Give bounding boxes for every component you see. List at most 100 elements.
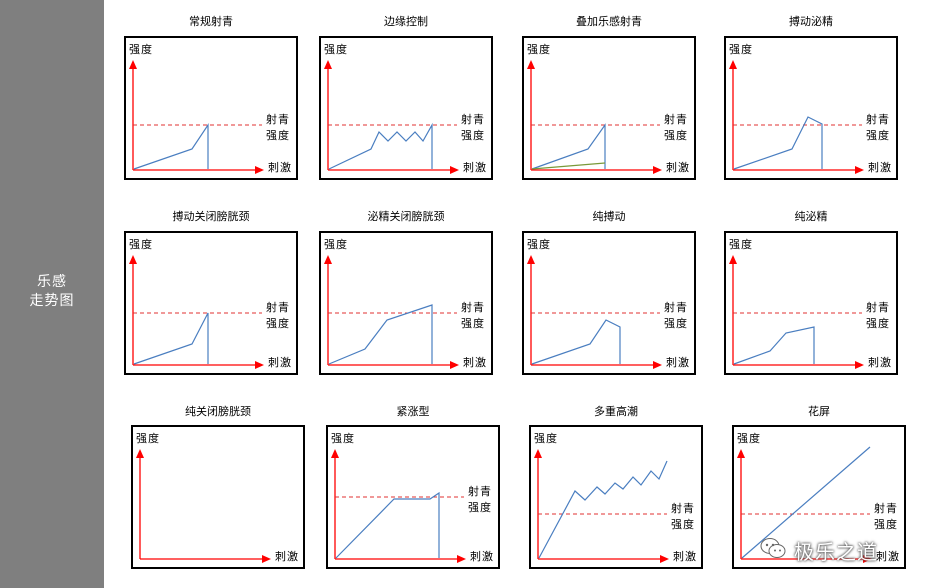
threshold-label-line2: 强度: [671, 518, 695, 531]
y-axis-label: 强度: [129, 238, 153, 251]
panel-title-2: 边缘控制: [384, 15, 428, 28]
panel-box-11: [529, 425, 703, 569]
y-axis-label: 强度: [324, 238, 348, 251]
wechat-icon: [760, 538, 786, 558]
intensity-curve: [328, 122, 433, 170]
y-axis-label: 强度: [527, 43, 551, 56]
y-axis-arrow: [534, 449, 542, 458]
x-axis-label: 刺激: [268, 161, 292, 174]
sidebar-title-line2: 走势图: [29, 293, 75, 309]
intensity-curve: [741, 446, 871, 559]
intensity-curve: [733, 116, 823, 170]
x-axis-arrow: [255, 361, 264, 369]
y-axis-arrow: [136, 449, 144, 458]
panel-title-10: 紧涨型: [396, 405, 430, 418]
intensity-curve: [328, 304, 433, 365]
threshold-label-line1: 射青: [664, 113, 688, 126]
x-axis-arrow: [855, 361, 864, 369]
threshold-label-line2: 强度: [461, 129, 485, 142]
x-axis-label: 刺激: [463, 161, 487, 174]
y-axis-arrow: [324, 60, 332, 69]
x-axis-label: 刺激: [275, 550, 299, 563]
panel-box-8: [724, 231, 898, 375]
x-axis-label: 刺激: [268, 356, 292, 369]
y-axis-arrow: [129, 255, 137, 264]
threshold-label-line1: 射青: [866, 301, 890, 314]
intensity-curve: [531, 319, 621, 365]
y-axis-label: 强度: [331, 432, 355, 445]
threshold-label-line1: 射青: [664, 301, 688, 314]
panel-title-3: 叠加乐感射青: [576, 15, 642, 28]
threshold-label-line1: 射青: [461, 113, 485, 126]
x-axis-arrow: [450, 166, 459, 174]
threshold-label-line1: 射青: [468, 485, 492, 498]
intensity-curve: [531, 123, 606, 170]
threshold-label-line1: 射青: [874, 502, 898, 515]
y-axis-arrow: [324, 255, 332, 264]
panel-box-3: [522, 36, 696, 180]
threshold-label-line2: 强度: [461, 317, 485, 330]
intensity-curve: [133, 123, 209, 170]
threshold-label-line2: 强度: [874, 518, 898, 531]
y-axis-label: 强度: [527, 238, 551, 251]
y-axis-label: 强度: [136, 432, 160, 445]
threshold-label-line2: 强度: [866, 129, 890, 142]
sidebar: 乐感 走势图: [0, 0, 104, 588]
x-axis-arrow: [653, 166, 662, 174]
watermark-text: 极乐之道: [794, 540, 878, 564]
panel-title-7: 纯搏动: [592, 210, 626, 223]
x-axis-arrow: [855, 166, 864, 174]
y-axis-label: 强度: [129, 43, 153, 56]
intensity-curve: [733, 326, 815, 365]
x-axis-arrow: [863, 555, 872, 563]
threshold-label-line2: 强度: [266, 129, 290, 142]
intensity-curve: [335, 491, 440, 559]
y-axis-arrow: [729, 255, 737, 264]
x-axis-arrow: [262, 555, 271, 563]
x-axis-label: 刺激: [666, 161, 690, 174]
panel-box-6: [319, 231, 493, 375]
x-axis-label: 刺激: [673, 550, 697, 563]
threshold-label-line1: 射青: [671, 502, 695, 515]
panel-title-12: 花屏: [808, 405, 830, 418]
panel-box-7: [522, 231, 696, 375]
y-axis-label: 强度: [729, 43, 753, 56]
threshold-label-line2: 强度: [664, 317, 688, 330]
panel-box-5: [124, 231, 298, 375]
y-axis-label: 强度: [324, 43, 348, 56]
intensity-curve: [133, 312, 209, 365]
panel-title-9: 纯关闭膀胱颈: [185, 405, 251, 418]
y-axis-label: 强度: [534, 432, 558, 445]
panel-title-8: 纯泌精: [794, 210, 828, 223]
y-axis-arrow: [527, 60, 535, 69]
watermark: 极乐之道: [760, 534, 910, 564]
x-axis-arrow: [660, 555, 669, 563]
panel-box-2: [319, 36, 493, 180]
y-axis-arrow: [729, 60, 737, 69]
threshold-label-line2: 强度: [866, 317, 890, 330]
x-axis-label: 刺激: [470, 550, 494, 563]
threshold-label-line1: 射青: [461, 301, 485, 314]
threshold-label-line1: 射青: [266, 113, 290, 126]
y-axis-arrow: [331, 449, 339, 458]
y-axis-arrow: [129, 60, 137, 69]
threshold-label-line1: 射青: [266, 301, 290, 314]
panel-box-9: [131, 425, 305, 569]
x-axis-arrow: [653, 361, 662, 369]
x-axis-arrow: [457, 555, 466, 563]
threshold-label-line2: 强度: [664, 129, 688, 142]
x-axis-arrow: [255, 166, 264, 174]
sidebar-title-line1: 乐感: [37, 274, 67, 290]
panel-box-1: [124, 36, 298, 180]
x-axis-label: 刺激: [463, 356, 487, 369]
threshold-label-line2: 强度: [266, 317, 290, 330]
x-axis-arrow: [450, 361, 459, 369]
panel-title-11: 多重高潮: [594, 405, 638, 418]
secondary-curve: [531, 162, 606, 170]
threshold-label-line1: 射青: [866, 113, 890, 126]
intensity-curve: [538, 460, 668, 559]
panel-title-5: 搏动关闭膀胱颈: [172, 210, 250, 223]
y-axis-label: 强度: [737, 432, 761, 445]
threshold-label-line2: 强度: [468, 501, 492, 514]
